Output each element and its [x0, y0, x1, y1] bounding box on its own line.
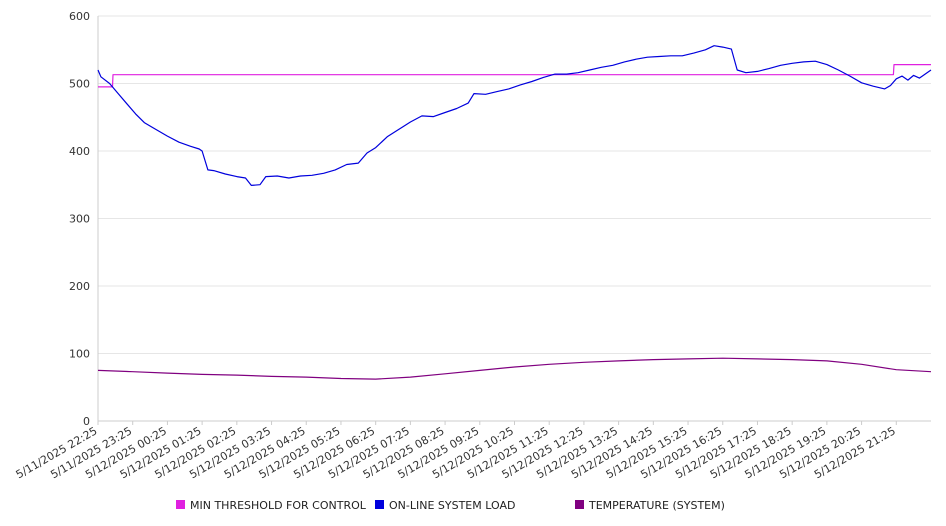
- series-lines: [97, 45, 932, 380]
- legend-label: TEMPERATURE (SYSTEM): [588, 499, 725, 512]
- axes: [97, 16, 931, 425]
- series-line-temperature-system: [97, 357, 932, 380]
- x-axis-tick-labels: 5/11/2025 22:255/11/2025 23:255/12/2025 …: [14, 424, 898, 481]
- y-tick-label: 100: [69, 348, 90, 361]
- series-line-on-line-system-load: [97, 45, 932, 186]
- y-tick-label: 300: [69, 213, 90, 226]
- legend-label: ON-LINE SYSTEM LOAD: [389, 499, 515, 512]
- y-tick-label: 600: [69, 10, 90, 23]
- gridlines: [98, 15, 931, 354]
- legend: MIN THRESHOLD FOR CONTROL ON-LINE SYSTEM …: [176, 499, 725, 512]
- legend-swatch: [575, 500, 584, 509]
- y-tick-label: 400: [69, 145, 90, 158]
- y-tick-label: 500: [69, 78, 90, 91]
- series-line-min-threshold-for-control: [98, 63, 931, 88]
- y-tick-label: 0: [83, 415, 90, 428]
- legend-swatch: [176, 500, 185, 509]
- legend-swatch: [375, 500, 384, 509]
- y-axis-tick-labels: 0 100 200 300 400 500 600: [69, 10, 90, 428]
- legend-label: MIN THRESHOLD FOR CONTROL: [190, 499, 367, 512]
- y-tick-label: 200: [69, 280, 90, 293]
